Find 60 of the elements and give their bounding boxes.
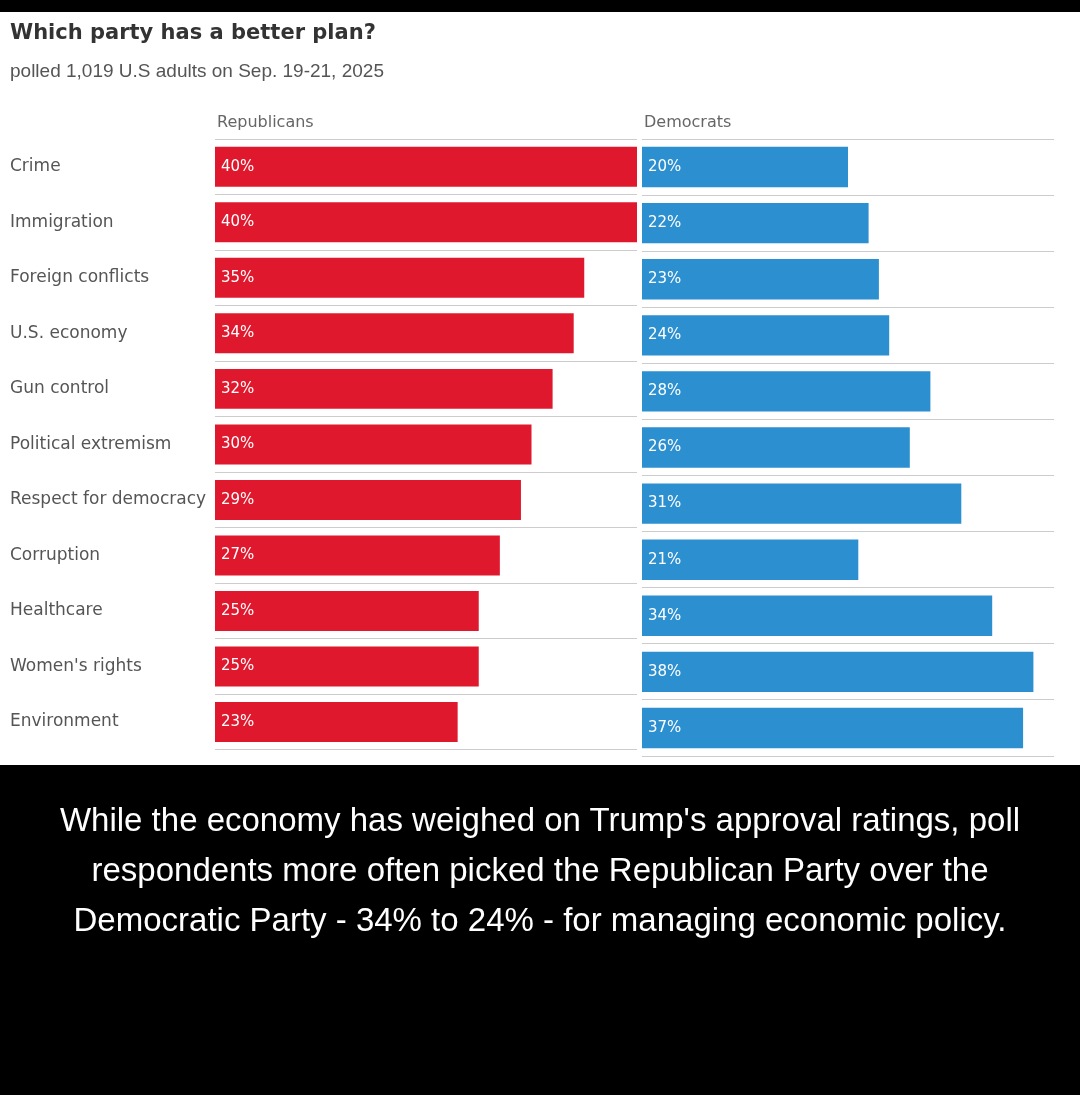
y-tick-label: U.S. economy	[10, 321, 128, 342]
chart-title: Which party has a better plan?	[10, 20, 376, 44]
y-tick-label: Foreign conflicts	[10, 266, 150, 287]
chart-subtitle: polled 1,019 U.S adults on Sep. 19-21, 2025	[10, 60, 384, 82]
data-label: 30%	[221, 434, 255, 453]
bar	[642, 595, 993, 636]
y-tick-label: Crime	[10, 155, 61, 176]
data-label: 23%	[648, 269, 682, 288]
data-label: 34%	[221, 323, 255, 342]
bar	[642, 539, 859, 580]
data-label: 29%	[221, 489, 255, 508]
data-label: 34%	[648, 605, 682, 624]
bar	[215, 702, 458, 743]
data-label: 27%	[221, 545, 255, 564]
bar	[642, 651, 1034, 693]
data-label: 28%	[648, 381, 682, 400]
y-tick-label: Gun control	[10, 377, 110, 398]
bar	[642, 315, 890, 356]
bar	[642, 259, 879, 300]
series-label: Democrats	[644, 112, 732, 132]
data-label: 40%	[221, 156, 255, 175]
series-label: Republicans	[217, 112, 314, 132]
data-label: 20%	[648, 156, 682, 175]
y-tick-label: Corruption	[10, 543, 101, 564]
bar	[215, 202, 637, 243]
data-label: 32%	[221, 378, 255, 397]
bar	[215, 646, 479, 687]
bar	[642, 707, 1024, 749]
bar	[215, 424, 532, 465]
bar	[215, 479, 521, 520]
data-label: 25%	[221, 600, 255, 619]
data-label: 31%	[648, 493, 682, 512]
data-label: 22%	[648, 213, 682, 232]
data-label: 26%	[648, 437, 682, 456]
data-label: 40%	[221, 212, 255, 231]
bar	[215, 313, 574, 354]
y-tick-label: Environment	[10, 710, 119, 731]
bar	[642, 427, 910, 468]
data-label: 25%	[221, 656, 255, 675]
y-tick-label: Healthcare	[10, 599, 103, 620]
data-label: 21%	[648, 549, 682, 568]
data-label: 38%	[648, 661, 682, 680]
data-label: 37%	[648, 717, 682, 736]
y-tick-label: Women's rights	[10, 654, 142, 675]
bar	[215, 590, 479, 631]
y-tick-label: Immigration	[10, 210, 114, 231]
data-label: 23%	[221, 711, 255, 730]
bar	[215, 368, 553, 409]
text: While the economy has weighed on Trump's approval ratings, poll respondents more often picked the Republican Party over the Democratic Party - 34% to 24% - for managing economic policy.	[58, 800, 1022, 940]
data-label: 35%	[221, 267, 255, 286]
bar	[215, 146, 637, 187]
y-tick-label: Respect for democracy	[10, 488, 207, 509]
data-label: 24%	[648, 325, 682, 344]
bar	[215, 535, 500, 576]
bar	[642, 146, 848, 188]
bar	[642, 483, 962, 524]
bar	[642, 202, 869, 244]
bar	[642, 371, 931, 412]
y-tick-label: Political extremism	[10, 432, 172, 453]
bar	[215, 257, 585, 298]
